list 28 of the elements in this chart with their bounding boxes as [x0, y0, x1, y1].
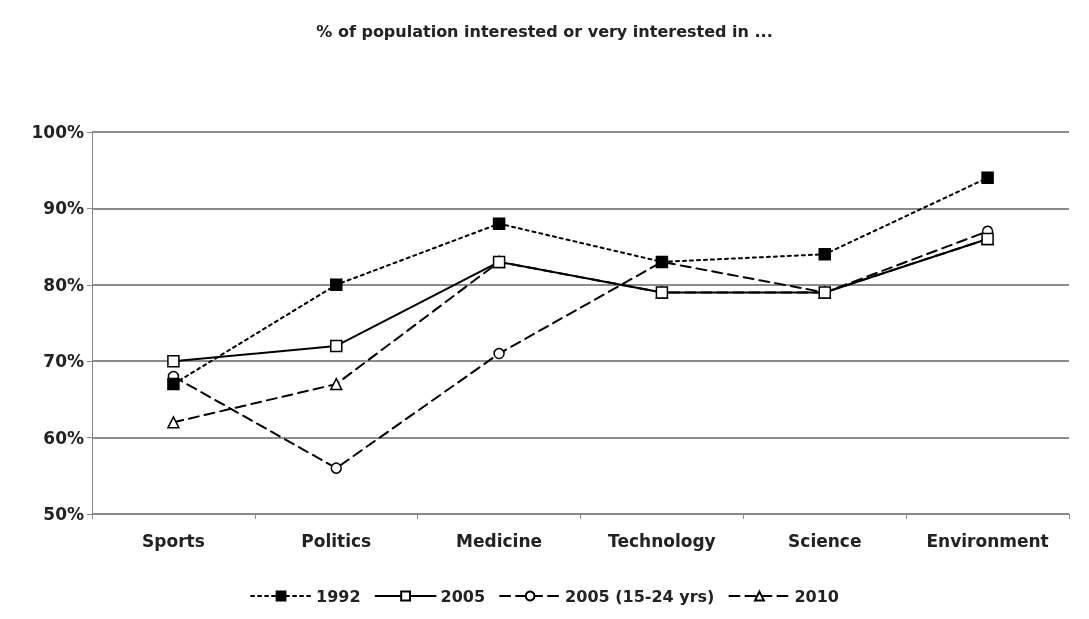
y-tick-label: 90%	[43, 198, 84, 219]
y-tick-label: 70%	[43, 351, 84, 372]
legend-label: 2010	[794, 586, 839, 606]
x-tick-label: Technology	[608, 530, 716, 551]
point	[493, 347, 505, 360]
legend-label: 2005 (15-24 yrs)	[565, 586, 715, 606]
y-tick-label: 100%	[31, 122, 84, 142]
point	[492, 217, 506, 230]
x-tick-label: Science	[788, 530, 862, 551]
point	[818, 247, 831, 261]
point	[167, 416, 180, 429]
point	[330, 278, 343, 292]
x-tick-label: Sports	[142, 530, 205, 551]
chart-title: % of population interested or very interested in ...	[316, 21, 773, 41]
legend-label: 2005	[440, 586, 486, 606]
y-tick-label: 60%	[43, 427, 84, 448]
point	[981, 171, 994, 185]
point	[330, 462, 342, 474]
y-tick-label: 80%	[43, 274, 84, 295]
y-tick-label: 50%	[43, 504, 84, 524]
x-tick-label: Politics	[301, 530, 372, 551]
point	[330, 339, 343, 353]
point	[167, 377, 180, 391]
x-tick-label: Environment	[926, 530, 1049, 551]
point	[330, 377, 343, 391]
point	[167, 354, 180, 368]
legend-label: 1992	[316, 586, 361, 606]
x-tick-label: Medicine	[456, 530, 543, 551]
